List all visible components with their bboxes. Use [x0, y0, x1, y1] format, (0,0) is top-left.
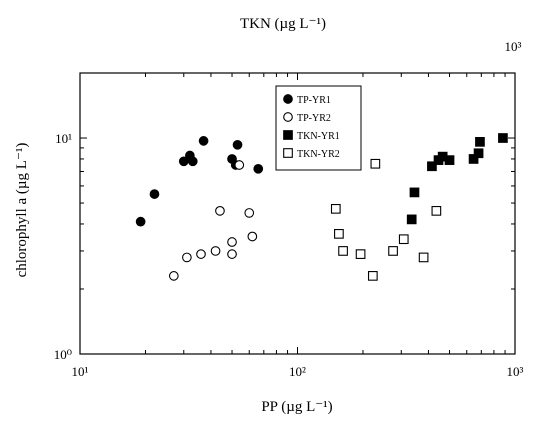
- point-tp-yr2: [244, 208, 255, 218]
- point-tkn-yr2: [367, 271, 378, 281]
- point-tkn-yr1: [427, 161, 437, 172]
- point-tkn-yr2: [355, 249, 366, 259]
- legend-label-tkn-yr1: TKN-YR1: [297, 131, 340, 142]
- point-tp-yr2: [227, 237, 237, 247]
- point-tp-yr2: [215, 206, 225, 216]
- legend-label-tp-yr2: TP-YR2: [297, 113, 331, 124]
- legend-marker-tkn-yr1: [283, 130, 293, 140]
- point-tp-yr2: [168, 271, 179, 281]
- legend-marker-tp-yr1: [283, 94, 293, 104]
- top-axis-tick-label: 10³: [505, 39, 522, 54]
- point-tkn-yr2: [330, 203, 341, 214]
- point-tkn-yr2: [370, 158, 381, 169]
- point-tkn-yr2: [388, 246, 398, 256]
- y-axis-label: chlorophyll a (µg L⁻¹): [14, 143, 30, 278]
- point-tkn-yr1: [475, 136, 485, 147]
- point-tp-yr1: [198, 136, 209, 146]
- point-tkn-yr1: [468, 154, 479, 164]
- legend: TP-YR1 TP-YR2 TKN-YR1 TKN-YR2: [275, 85, 362, 171]
- point-tkn-yr1: [498, 133, 508, 143]
- legend-label-tp-yr1: TP-YR1: [297, 95, 331, 106]
- point-tp-yr2: [182, 252, 192, 263]
- point-tp-yr2: [196, 249, 206, 259]
- point-tkn-yr1: [444, 155, 455, 165]
- point-tkn-yr1: [409, 187, 420, 198]
- point-tp-yr1: [149, 189, 160, 199]
- legend-marker-tp-yr2: [283, 112, 293, 122]
- y-tick-label: 10⁰: [54, 347, 72, 362]
- legend-marker-tkn-yr2: [283, 148, 293, 158]
- point-tp-yr2: [227, 249, 237, 259]
- point-tkn-yr1: [406, 214, 417, 225]
- point-tp-yr1: [135, 216, 146, 227]
- x-axis-label: PP (µg L⁻¹): [261, 399, 332, 415]
- x-tick-label: 10¹: [72, 364, 89, 379]
- point-tkn-yr2: [431, 206, 442, 216]
- point-tp-yr2: [247, 231, 258, 242]
- point-tp-yr1: [187, 156, 198, 167]
- x-tick-label: 10³: [507, 364, 524, 379]
- legend-label-tkn-yr2: TKN-YR2: [297, 149, 340, 160]
- point-tp-yr1: [253, 163, 264, 174]
- point-tkn-yr2: [338, 246, 348, 256]
- point-tp-yr1: [232, 139, 243, 150]
- point-tkn-yr2: [418, 252, 429, 263]
- top-axis-label: TKN (µg L⁻¹): [240, 16, 326, 32]
- y-tick-label: 10¹: [55, 131, 72, 146]
- point-tkn-yr1: [473, 148, 484, 159]
- point-tkn-yr2: [398, 234, 409, 245]
- point-tp-yr2: [210, 246, 221, 256]
- point-tp-yr2: [234, 160, 245, 170]
- point-tkn-yr2: [334, 228, 344, 239]
- x-tick-label: 10²: [289, 364, 306, 379]
